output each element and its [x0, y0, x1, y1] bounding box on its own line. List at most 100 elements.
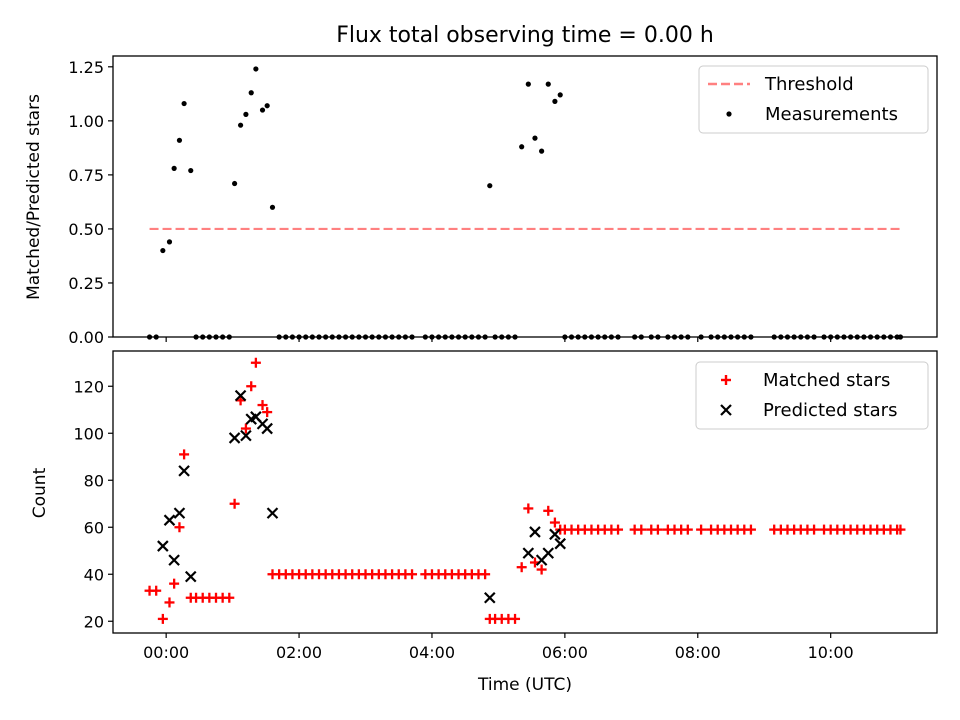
- measurement-point: [552, 98, 558, 104]
- measurement-point: [545, 81, 551, 87]
- matched-star-point: [516, 562, 527, 573]
- measurement-point: [253, 66, 259, 72]
- matched-star-point: [696, 524, 707, 535]
- predicted-star-point: [522, 547, 535, 559]
- ratio-y-ticks: 0.00 0.25 0.50 0.75 1.00 1.25: [68, 58, 113, 347]
- matched-star-point: [169, 578, 180, 589]
- counts-y-tick-label: 60: [84, 518, 104, 537]
- matched-legend-swatch: [721, 375, 731, 385]
- x-tick-label: 02:00: [276, 643, 322, 662]
- predicted-star-point: [184, 570, 197, 583]
- counts-legend: Matched stars Predicted stars: [695, 361, 929, 430]
- measurement-point: [243, 111, 249, 117]
- predicted-star-point: [266, 507, 279, 519]
- ratio-x-ticks: [165, 337, 832, 342]
- measurement-point: [160, 247, 166, 254]
- predicted-legend-swatch: [720, 404, 732, 416]
- predicted-star-point: [549, 528, 561, 541]
- predicted-star-point: [261, 422, 273, 435]
- threshold-legend-label: Threshold: [764, 74, 854, 95]
- matched-star-point: [523, 503, 534, 514]
- predicted-star-point: [157, 540, 169, 552]
- ratio-panel: 0.00 0.25 0.50 0.75 1.00 1.25 Matched/Predict…: [24, 55, 938, 347]
- x-tick-label: 08:00: [675, 643, 721, 662]
- measurement-point: [532, 135, 538, 141]
- measurement-point: [519, 144, 525, 150]
- ratio-y-tick-label: 0.50: [68, 220, 104, 239]
- predicted-star-point: [484, 591, 496, 604]
- counts-axes-frame: [112, 350, 938, 634]
- predicted-star-point: [542, 547, 555, 559]
- matched-star-point: [480, 569, 491, 580]
- matched-star-point: [613, 524, 624, 535]
- matched-star-point: [224, 592, 235, 603]
- matched-star-point: [164, 597, 175, 608]
- x-axis-label: Time (UTC): [477, 675, 572, 695]
- measurement-point: [166, 239, 173, 245]
- ratio-legend-box: [698, 65, 929, 134]
- counts-y-tick-label: 40: [84, 565, 104, 584]
- matched-star-point: [174, 522, 185, 533]
- matched-star-point: [636, 524, 647, 535]
- matched-star-point: [536, 564, 547, 575]
- matched-star-point: [549, 517, 560, 528]
- predicted-star-point: [168, 554, 180, 566]
- predicted-star-point: [178, 465, 190, 477]
- ratio-legend: Threshold Measurements: [698, 65, 929, 134]
- measurement-point: [264, 103, 270, 109]
- ratio-y-axis-label: Matched/Predicted stars: [24, 94, 44, 300]
- matched-legend-label: Matched stars: [763, 370, 890, 391]
- counts-marks: [144, 357, 906, 624]
- counts-panel: 20 40 60 80 100 120 00:00 02:00 04:00 06:00 08:00…: [30, 350, 938, 695]
- x-tick-label: 06:00: [542, 643, 588, 662]
- ratio-y-tick-label: 0.25: [68, 274, 104, 293]
- counts-y-axis-label: Count: [30, 467, 50, 518]
- counts-legend-box: [695, 361, 929, 430]
- measurement-point: [269, 204, 276, 210]
- figure-title: Flux total observing time = 0.00 h: [336, 23, 714, 48]
- matched-star-point: [510, 613, 521, 624]
- matched-star-point: [240, 423, 251, 434]
- counts-y-tick-label: 100: [73, 424, 104, 443]
- matched-star-point: [682, 524, 693, 535]
- ratio-y-tick-label: 1.25: [68, 58, 104, 77]
- predicted-star-point: [240, 429, 252, 442]
- matched-star-point: [262, 407, 273, 418]
- measurement-point: [176, 137, 183, 143]
- matched-star-point: [250, 357, 261, 368]
- predicted-legend-label: Predicted stars: [763, 400, 897, 421]
- matched-star-point: [543, 505, 554, 516]
- ratio-y-tick-label: 0.00: [68, 328, 104, 347]
- x-tick-label: 10:00: [808, 643, 854, 662]
- counts-y-tick-label: 80: [84, 471, 104, 490]
- matched-star-point: [151, 585, 162, 596]
- x-tick-label: 00:00: [143, 643, 189, 662]
- matched-star-point: [257, 400, 268, 411]
- measurement-point: [557, 92, 563, 98]
- matched-star-point: [652, 524, 663, 535]
- measurement-point: [487, 183, 493, 189]
- measurement-point: [232, 180, 238, 187]
- measurement-point: [525, 81, 531, 87]
- x-tick-label: 04:00: [409, 643, 455, 662]
- measurement-point: [171, 165, 177, 171]
- matched-star-point: [895, 524, 906, 535]
- measurements-legend-swatch: [726, 111, 732, 117]
- predicted-star-point: [173, 507, 186, 519]
- matched-star-point: [179, 449, 190, 460]
- ratio-y-tick-label: 0.75: [68, 166, 104, 185]
- counts-x-ticks: 00:00 02:00 04:00 06:00 08:00 10:00: [143, 633, 854, 662]
- matched-star-point: [809, 524, 820, 535]
- counts-y-tick-label: 20: [84, 612, 104, 631]
- matched-star-point: [246, 381, 257, 392]
- measurements-legend-label: Measurements: [765, 104, 898, 125]
- measurement-point: [188, 167, 194, 174]
- matched-star-point: [157, 613, 168, 624]
- predicted-star-point: [529, 526, 541, 538]
- measurement-point: [259, 107, 266, 113]
- predicted-star-point: [163, 514, 176, 526]
- measurement-point: [181, 100, 187, 107]
- measurement-point: [237, 122, 244, 128]
- ratio-marks: [146, 66, 904, 340]
